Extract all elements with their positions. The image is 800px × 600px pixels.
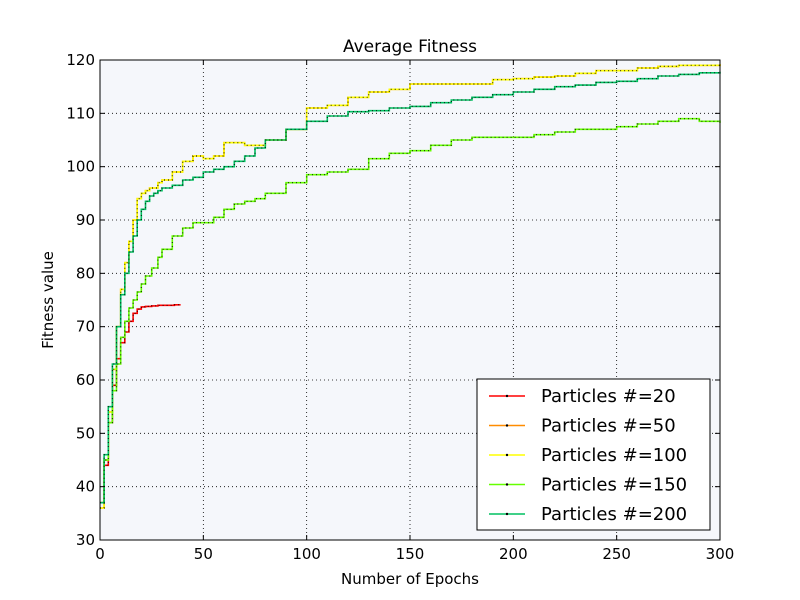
legend-label: Particles #=50 bbox=[541, 416, 676, 437]
x-tick-label: 100 bbox=[292, 545, 321, 563]
y-axis-label: Fitness value bbox=[39, 251, 57, 349]
x-tick-label: 250 bbox=[602, 545, 631, 563]
y-tick-label: 100 bbox=[66, 158, 95, 176]
series-layer bbox=[100, 64, 721, 509]
legend-label: Particles #=200 bbox=[541, 504, 687, 525]
series-line-4 bbox=[100, 71, 721, 504]
y-tick-label: 50 bbox=[76, 424, 95, 442]
y-tick-label: 60 bbox=[76, 371, 95, 389]
x-tick-label: 150 bbox=[396, 545, 425, 563]
legend-label: Particles #=150 bbox=[541, 475, 687, 496]
x-tick-label: 200 bbox=[499, 545, 528, 563]
x-tick-label: 0 bbox=[95, 545, 105, 563]
series-markers-3 bbox=[100, 118, 721, 504]
series-line-2 bbox=[100, 64, 721, 509]
legend-marker bbox=[505, 424, 509, 427]
legend-marker bbox=[505, 512, 509, 516]
x-tick-label: 300 bbox=[706, 545, 735, 563]
chart-title: Average Fitness bbox=[343, 37, 477, 57]
y-tick-label: 120 bbox=[66, 51, 95, 69]
legend-label: Particles #=20 bbox=[541, 386, 676, 407]
y-tick-label: 110 bbox=[66, 104, 95, 122]
x-axis-label: Number of Epochs bbox=[341, 570, 479, 588]
y-tick-label: 30 bbox=[76, 531, 95, 549]
y-tick-label: 90 bbox=[76, 211, 95, 229]
y-tick-label: 80 bbox=[76, 264, 95, 282]
legend: Particles #=20 Particles #=50 Particles #=… bbox=[476, 378, 711, 531]
legend-marker bbox=[505, 453, 509, 457]
y-tick-label: 70 bbox=[76, 318, 95, 336]
axis-ticks: 0 50 100 150 200 250 300 30 40 50 60 70 80 90 100 110 12… bbox=[66, 51, 734, 563]
x-tick-label: 50 bbox=[194, 545, 213, 563]
y-tick-label: 40 bbox=[76, 478, 95, 496]
legend-marker bbox=[505, 483, 509, 486]
legend-marker bbox=[505, 394, 509, 398]
legend-label: Particles #=100 bbox=[541, 445, 687, 466]
